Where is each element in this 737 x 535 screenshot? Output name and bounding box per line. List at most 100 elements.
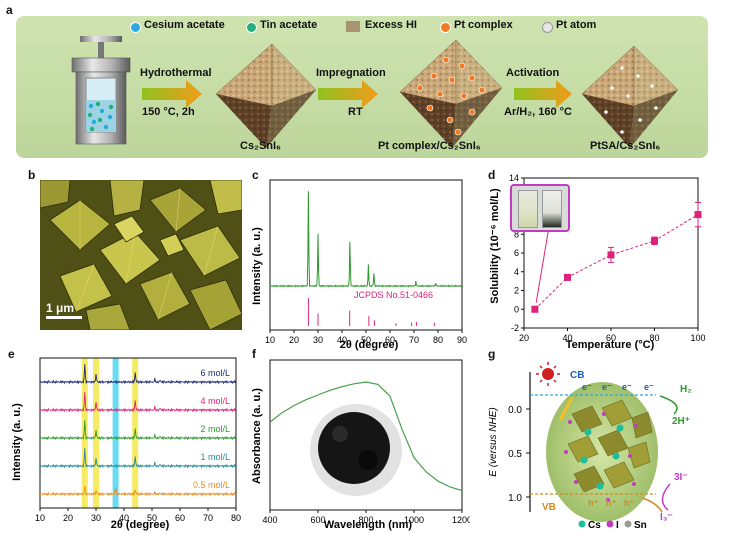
step3-top-label: Activation <box>506 67 560 79</box>
conc-series-line <box>39 448 237 469</box>
legend-swatch-hi <box>346 21 360 32</box>
conc-xtick-label: 50 <box>147 513 157 523</box>
solubility-xtick-label: 40 <box>562 333 572 343</box>
solubility-ytick-label: 8 <box>514 229 519 239</box>
product3-label: PtSA/Cs₂SnI₆ <box>590 140 661 152</box>
panel-g-label: g <box>488 347 496 361</box>
peak-highlight-band <box>112 358 119 508</box>
step-arrow-2 <box>318 80 378 108</box>
step3-bottom-label: Ar/H₂, 160 °C <box>504 106 572 118</box>
xrd-ylabel: Intensity (a. u.) <box>251 227 263 305</box>
concentration-xrd-chart: Intensity (a. u.) 2θ (degree) 6 mol/L 4 m… <box>11 357 241 531</box>
absorbance-line <box>269 381 463 492</box>
octahedron-pt-complex <box>399 39 503 148</box>
solubility-xtick-label: 80 <box>649 333 659 343</box>
legend-cesium-label: Cesium acetate <box>144 19 225 31</box>
absorbance-xtick-label: 600 <box>310 515 325 525</box>
conc-xtick-label: 80 <box>231 513 241 523</box>
absorbance-chart: Absorbance (a. u.) Wavelength (nm) 400 60… <box>251 359 470 531</box>
legend-tin-label: Tin acetate <box>260 19 318 31</box>
conc-plot-frame <box>39 357 237 509</box>
h2-arrow <box>659 395 678 415</box>
step1-top-label: Hydrothermal <box>140 67 212 79</box>
solubility-point <box>564 273 571 281</box>
product2-label: Pt complex/Cs₂SnI₆ <box>378 140 481 152</box>
xrd-xtick-label: 90 <box>457 335 467 345</box>
cb-label: CB <box>570 370 584 381</box>
conc-series-label: 2 mol/L <box>200 424 230 434</box>
hole-3: h⁺ <box>624 498 634 508</box>
powder-photo <box>310 404 402 496</box>
xrd-pattern-line <box>269 191 463 288</box>
panel-a-label: a <box>6 3 13 17</box>
absorbance-xtick-label: 1000 <box>404 515 424 525</box>
xrd-xtick-label: 50 <box>361 335 371 345</box>
legend-sn: Sn <box>634 520 647 531</box>
solubility-xlabel: Temperature (°C) <box>566 339 655 351</box>
xrd-xtick-label: 10 <box>265 335 275 345</box>
vial-right <box>542 190 562 228</box>
schematic-legend: Cesium acetate Tin acetate Excess HI Pt … <box>130 19 690 35</box>
band-ytick-0: 0.0 <box>508 405 522 416</box>
excitation-arrow <box>558 397 574 421</box>
conc-series-label: 0.5 mol/L <box>193 480 230 490</box>
scale-bar-label: 1 μm <box>46 301 75 315</box>
absorbance-xtick-label: 800 <box>358 515 373 525</box>
conc-series-label: 6 mol/L <box>200 368 230 378</box>
absorbance-xlabel: Wavelength (nm) <box>324 519 413 531</box>
conc-xtick-label: 40 <box>119 513 129 523</box>
solubility-xtick-label: 20 <box>519 333 529 343</box>
absorbance-ylabel: Absorbance (a. u.) <box>251 388 263 484</box>
solubility-point <box>651 237 658 245</box>
step2-bottom-label: RT <box>348 106 363 118</box>
solubility-xtick-label: 100 <box>690 333 705 343</box>
electron-3: e⁻ <box>622 382 632 392</box>
peak-highlight-band <box>132 358 139 508</box>
legend-hi-label: Excess HI <box>365 19 417 31</box>
absorbance-xtick-label: 1200 <box>452 515 470 525</box>
conc-series-line <box>39 420 237 441</box>
octahedral-lattice <box>567 399 653 493</box>
xrd-xtick-label: 70 <box>409 335 419 345</box>
autoclave-icon <box>71 36 131 145</box>
sun-icon <box>536 362 560 386</box>
hplus-label: 2H⁺ <box>672 416 690 427</box>
conc-xtick-label: 70 <box>203 513 213 523</box>
conc-xtick-label: 30 <box>91 513 101 523</box>
legend-dot-cesium <box>130 22 141 33</box>
step-arrow-3 <box>514 80 572 108</box>
solubility-point <box>531 305 539 313</box>
sem-image: 1 μm <box>40 180 242 330</box>
band-ylabel: E (versus NHE) <box>488 407 499 476</box>
schematic-illustration <box>71 36 679 148</box>
band-ytick-2: 1.0 <box>508 493 522 504</box>
solubility-ytick-label: 0 <box>514 304 519 314</box>
step2-top-label: Impregnation <box>316 67 386 79</box>
electron-2: e⁻ <box>602 382 612 392</box>
xrd-xlabel: 2θ (degree) <box>340 339 399 351</box>
electron-4: e⁻ <box>644 382 654 392</box>
octahedron-ptsa <box>581 45 679 148</box>
conc-xtick-label: 10 <box>35 513 45 523</box>
cs-atoms <box>580 424 624 490</box>
xrd-plot-frame <box>269 179 463 331</box>
xrd-xtick-label: 20 <box>289 335 299 345</box>
xrd-xtick-label: 40 <box>337 335 347 345</box>
vial-inset <box>510 184 570 232</box>
panel-c-label: c <box>252 168 259 182</box>
solubility-trend-line <box>534 214 699 310</box>
solubility-ylabel: Solubility (10⁻⁶ mol/L) <box>489 188 501 304</box>
conc-xlabel: 2θ (degree) <box>111 519 170 531</box>
xrd-xtick-label: 60 <box>385 335 395 345</box>
triiodide-label: I₃⁻ <box>660 512 673 523</box>
iodide-label: 3I⁻ <box>674 472 688 483</box>
conc-series-line <box>39 392 237 413</box>
conc-xtick-label: 20 <box>63 513 73 523</box>
solubility-point <box>694 211 702 219</box>
conc-xtick-label: 60 <box>175 513 185 523</box>
solubility-ytick-label: 6 <box>514 248 519 258</box>
conc-ylabel: Intensity (a. u.) <box>11 403 23 481</box>
legend-cs: Cs <box>588 520 601 531</box>
panel-f-label: f <box>252 347 256 361</box>
vial-left <box>518 190 538 228</box>
